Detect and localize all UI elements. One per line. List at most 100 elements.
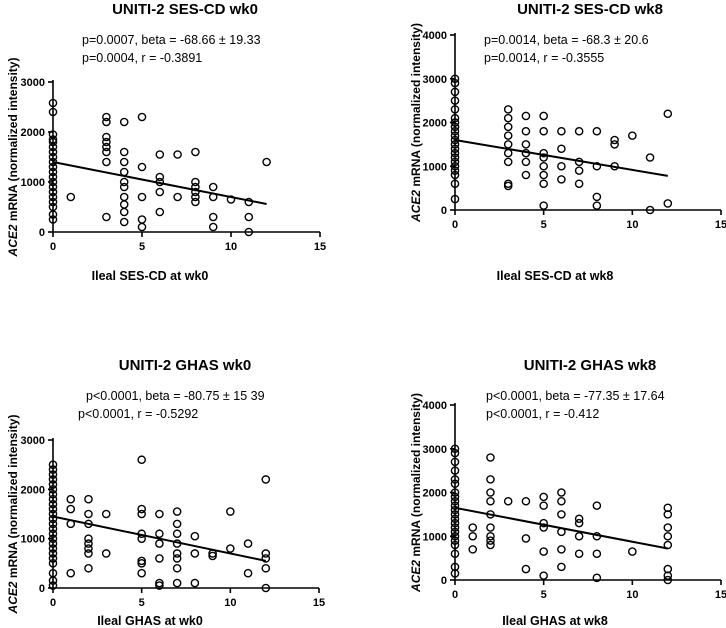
data-point	[48, 581, 58, 590]
data-point	[48, 504, 58, 514]
data-point	[172, 549, 182, 558]
data-point	[450, 448, 460, 458]
chart-panel-2: UNITI-2 SES-CD wk8 p=0.0014, beta = -68.3…	[409, 1, 726, 283]
data-point	[48, 554, 58, 563]
data-point	[521, 126, 531, 136]
data-point	[155, 529, 164, 539]
data-point	[610, 135, 619, 145]
data-point	[119, 117, 129, 127]
y-axis-label-gene: ACE2	[409, 560, 423, 593]
data-point	[155, 172, 165, 182]
x-tick-label: 0	[50, 241, 56, 253]
data-point	[450, 161, 460, 171]
chart-panel-1: UNITI-2 SES-CD wk0 p=0.0007, beta = -68.6…	[6, 1, 326, 283]
data-point	[262, 157, 271, 167]
y-axis-label-text: mRNA (normalized intensity)	[6, 58, 20, 225]
data-point	[48, 480, 58, 489]
data-point	[48, 465, 58, 474]
data-point	[450, 569, 460, 578]
data-point	[102, 147, 111, 157]
data-point	[243, 539, 253, 548]
data-point	[102, 117, 111, 127]
data-point	[539, 153, 548, 162]
data-point	[450, 166, 460, 175]
data-point	[450, 179, 460, 189]
data-point	[521, 564, 531, 574]
y-axis-label: ACE2 mRNA (normalized intensity)	[6, 58, 20, 258]
x-tick-label: 5	[541, 589, 547, 601]
y-axis-label-gene: ACE2	[6, 581, 20, 614]
data-point	[574, 126, 584, 136]
data-point	[84, 534, 93, 543]
data-point	[592, 126, 602, 136]
data-point	[102, 157, 111, 167]
y-axis-label-text: mRNA (normalized intensity)	[409, 393, 423, 560]
data-point	[450, 126, 460, 136]
data-point	[137, 568, 146, 578]
data-point	[48, 182, 58, 192]
data-point	[261, 554, 271, 563]
data-point	[137, 112, 147, 122]
x-tick-label: 15	[715, 589, 726, 601]
chart-title: UNITI-2 GHAS wk0	[119, 357, 252, 374]
data-point	[48, 172, 58, 182]
data-point	[191, 147, 200, 157]
data-point	[450, 457, 460, 467]
data-point	[450, 479, 460, 489]
data-point	[172, 519, 182, 529]
data-point	[592, 549, 602, 559]
data-point	[521, 111, 531, 121]
x-tick-label: 5	[541, 219, 547, 231]
data-point	[539, 571, 548, 580]
data-point	[208, 222, 218, 232]
chart-title: UNITI-2 SES-CD wk8	[517, 1, 663, 18]
data-point	[450, 118, 460, 127]
data-point	[155, 207, 165, 217]
data-point	[155, 187, 165, 197]
chart-title: UNITI-2 GHAS wk8	[524, 357, 657, 374]
data-point	[503, 496, 513, 506]
data-point	[574, 166, 584, 175]
data-point	[48, 137, 58, 147]
data-point	[503, 105, 513, 114]
x-tick-label: 5	[139, 597, 145, 609]
data-point	[66, 504, 76, 514]
data-point	[539, 547, 548, 556]
data-point	[261, 563, 271, 573]
data-point	[243, 568, 253, 578]
x-tick-label: 0	[452, 589, 458, 601]
data-point	[48, 187, 58, 197]
data-point	[244, 227, 254, 237]
data-point	[155, 554, 164, 563]
data-point	[226, 195, 236, 204]
data-point	[450, 113, 460, 123]
data-point	[486, 496, 495, 506]
data-point	[450, 194, 460, 204]
data-point	[48, 524, 58, 534]
data-point	[450, 505, 460, 515]
y-tick-label: 4000	[423, 30, 447, 42]
data-point	[119, 182, 129, 192]
y-tick-label: 0	[441, 575, 447, 587]
data-point	[48, 167, 58, 177]
data-point	[66, 568, 76, 578]
data-point	[48, 539, 58, 548]
data-point	[450, 492, 460, 502]
data-point	[48, 499, 58, 509]
y-tick-label: 2000	[21, 484, 45, 496]
data-point	[539, 111, 548, 121]
data-point	[48, 192, 58, 202]
data-point	[450, 514, 460, 524]
data-point	[48, 494, 58, 504]
data-point	[486, 531, 495, 541]
data-point	[539, 148, 548, 158]
data-point	[521, 496, 531, 506]
x-tick-label: 15	[313, 597, 325, 609]
y-tick-label: 2000	[21, 127, 45, 139]
data-point	[84, 539, 93, 548]
data-point	[645, 205, 655, 215]
stat-line-2: p<0.0001, r = -0.5292	[78, 407, 198, 421]
data-point	[261, 475, 271, 484]
data-point	[84, 549, 93, 558]
